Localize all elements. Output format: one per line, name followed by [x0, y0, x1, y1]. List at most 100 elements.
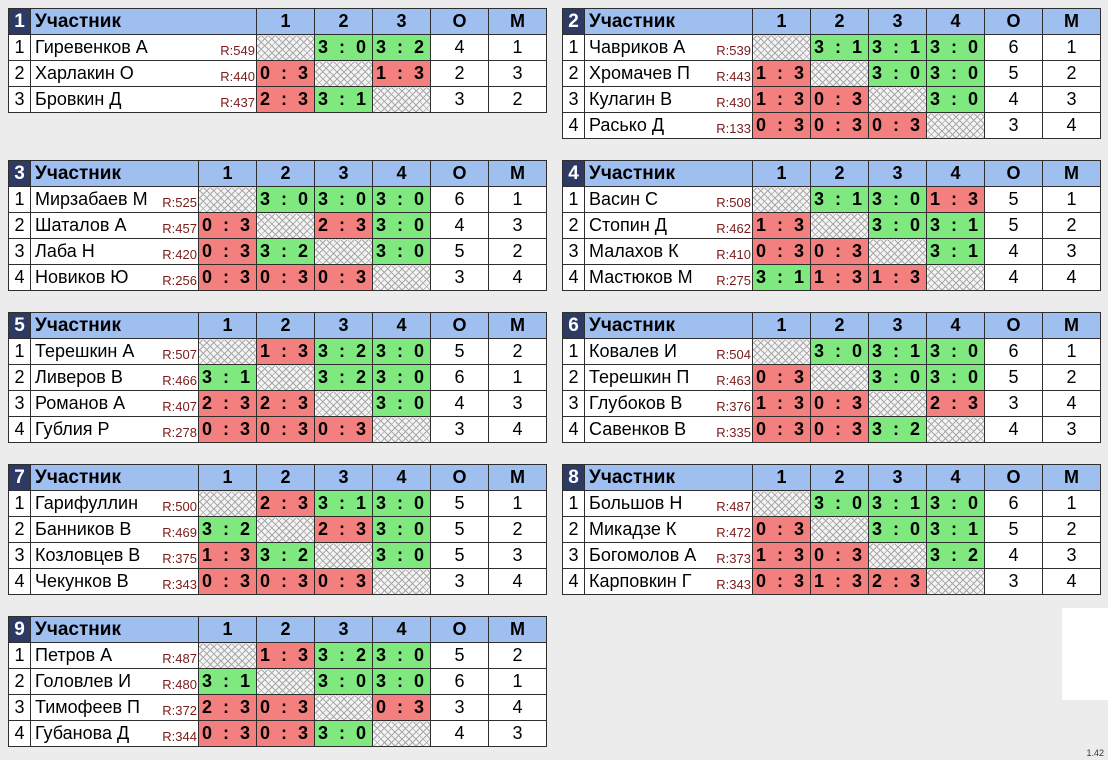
opponent-column-header: 2 — [256, 464, 315, 491]
match-score: 3 : 0 — [868, 516, 927, 543]
match-score: 3 : 2 — [372, 34, 431, 61]
self-match-cell — [314, 542, 373, 569]
player-cell: Савенков В R:335 — [584, 416, 753, 443]
match-score: 3 : 0 — [926, 60, 985, 87]
opponent-column-header: 3 — [314, 160, 373, 187]
player-name: Малахов К — [589, 241, 679, 261]
player-name: Романов А — [35, 393, 126, 413]
player-rating: R:487 — [161, 651, 197, 666]
row-number: 2 — [562, 212, 585, 239]
match-score: 3 : 0 — [926, 86, 985, 113]
match-score: 0 : 3 — [752, 416, 811, 443]
match-score: 0 : 3 — [198, 568, 257, 595]
match-score: 1 : 3 — [810, 264, 869, 291]
points-header: О — [984, 160, 1043, 187]
player-cell: Чавриков А R:539 — [584, 34, 753, 61]
player-cell: Петров А R:487 — [30, 642, 199, 669]
row-number: 1 — [562, 338, 585, 365]
points-value: 4 — [984, 264, 1043, 291]
row-number: 3 — [562, 542, 585, 569]
points-value: 6 — [430, 186, 489, 213]
group-number: 3 — [8, 160, 31, 187]
match-score: 3 : 2 — [256, 238, 315, 265]
match-score: 3 : 0 — [372, 542, 431, 569]
match-score: 3 : 2 — [926, 542, 985, 569]
match-score: 0 : 3 — [198, 238, 257, 265]
match-score: 3 : 1 — [868, 34, 927, 61]
match-score: 1 : 3 — [868, 264, 927, 291]
row-number: 1 — [8, 34, 31, 61]
player-name: Шаталов А — [35, 215, 127, 235]
place-value: 1 — [1042, 186, 1101, 213]
points-value: 6 — [430, 364, 489, 391]
self-match-cell — [198, 186, 257, 213]
opponent-column-header: 1 — [198, 312, 257, 339]
player-rating: R:343 — [161, 577, 197, 592]
match-score: 0 : 3 — [810, 86, 869, 113]
points-header: О — [430, 8, 489, 35]
self-match-cell — [868, 390, 927, 417]
points-value: 5 — [984, 212, 1043, 239]
player-name: Савенков В — [589, 419, 687, 439]
self-match-cell — [256, 212, 315, 239]
player-cell: Стопин Д R:462 — [584, 212, 753, 239]
player-name: Микадзе К — [589, 519, 677, 539]
place-value: 3 — [488, 212, 547, 239]
match-score: 3 : 1 — [810, 34, 869, 61]
match-score: 3 : 2 — [198, 516, 257, 543]
player-rating: R:508 — [715, 195, 751, 210]
player-rating: R:457 — [161, 221, 197, 236]
self-match-cell — [198, 642, 257, 669]
points-value: 5 — [430, 338, 489, 365]
match-score: 1 : 3 — [198, 542, 257, 569]
participant-header: Участник — [584, 312, 753, 339]
place-header: М — [488, 464, 547, 491]
player-cell: Большов Н R:487 — [584, 490, 753, 517]
self-match-cell — [314, 390, 373, 417]
match-score: 3 : 0 — [926, 34, 985, 61]
self-match-cell — [256, 364, 315, 391]
points-header: О — [430, 464, 489, 491]
match-score: 3 : 1 — [198, 668, 257, 695]
match-score: 0 : 3 — [256, 720, 315, 747]
place-header: М — [1042, 160, 1101, 187]
match-score: 2 : 3 — [926, 390, 985, 417]
player-rating: R:463 — [715, 373, 751, 388]
player-name: Харлакин О — [35, 63, 134, 83]
player-rating: R:373 — [715, 551, 751, 566]
self-match-cell — [810, 364, 869, 391]
match-score: 3 : 1 — [198, 364, 257, 391]
opponent-column-header: 1 — [752, 464, 811, 491]
player-rating: R:539 — [715, 43, 751, 58]
row-number: 1 — [8, 186, 31, 213]
match-score: 1 : 3 — [752, 542, 811, 569]
match-score: 3 : 0 — [314, 720, 373, 747]
place-value: 2 — [488, 642, 547, 669]
self-match-cell — [926, 112, 985, 139]
match-score: 3 : 1 — [868, 338, 927, 365]
place-value: 1 — [1042, 34, 1101, 61]
match-score: 3 : 0 — [314, 668, 373, 695]
points-value: 3 — [430, 568, 489, 595]
self-match-cell — [752, 186, 811, 213]
opponent-column-header: 3 — [372, 8, 431, 35]
row-number: 3 — [562, 238, 585, 265]
player-name: Ковалев И — [589, 341, 677, 361]
match-score: 1 : 3 — [372, 60, 431, 87]
match-score: 0 : 3 — [198, 720, 257, 747]
match-score: 2 : 3 — [198, 390, 257, 417]
player-cell: Ковалев И R:504 — [584, 338, 753, 365]
place-value: 4 — [1042, 568, 1101, 595]
points-header: О — [430, 160, 489, 187]
match-score: 0 : 3 — [868, 112, 927, 139]
match-score: 3 : 1 — [926, 516, 985, 543]
